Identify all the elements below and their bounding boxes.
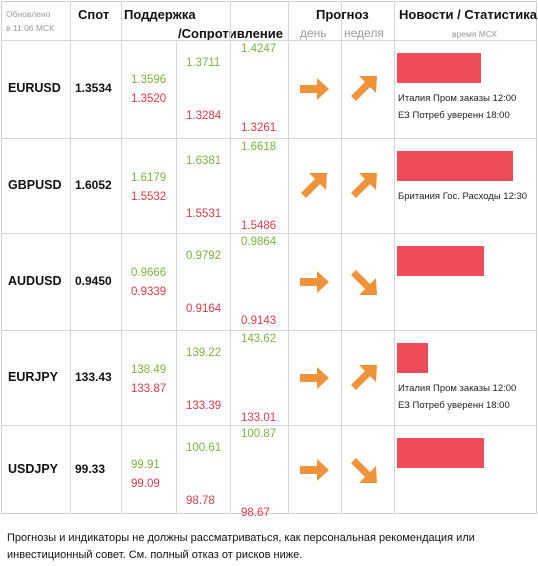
news-impact-bar [397,246,484,276]
day-forecast-right-arrow-icon [297,453,331,487]
updated-time: в 11:06 МСК [6,23,55,33]
resistance-level-2: 1.3284 [186,110,222,122]
forecast-header: Прогноз [316,7,369,22]
spot-price: 0.9450 [75,273,112,288]
support-level-1: 1.6179 [131,172,167,184]
resistance-level-2: 1.5531 [186,208,222,220]
resistance-level-1: 133.87 [131,383,167,395]
week-forecast-up-right-arrow-icon [347,72,381,106]
news-header: Новости / Статистика [399,7,538,22]
resistance-level-1: 1.3520 [131,93,167,105]
week-forecast-down-right-arrow-icon [347,265,381,299]
pair-symbol[interactable]: AUDUSD [8,273,62,288]
news-impact-bar [397,151,513,181]
resistance-level-3: 133.01 [241,412,277,424]
column-divider [176,40,177,514]
support-header: Поддержка [124,7,196,22]
forecast-table [1,1,537,514]
news-item[interactable]: ЕЗ Потреб уверенн 18:00 [398,110,510,121]
resistance-level-1: 1.5532 [131,191,167,203]
day-forecast-right-arrow-icon [297,72,331,106]
pair-symbol[interactable]: EURJPY [8,369,59,384]
week-header: неделя [344,26,384,40]
resistance-level-2: 98.78 [186,495,215,507]
support-level-3: 100.87 [241,428,277,440]
resistance-level-2: 0.9164 [186,303,222,315]
row-divider [1,233,537,234]
column-divider [230,1,231,514]
column-divider [70,1,71,514]
news-item[interactable]: Италия Пром заказы 12:00 [398,93,517,104]
support-level-3: 1.4247 [241,43,277,55]
column-divider [288,1,289,514]
resistance-level-1: 99.09 [131,478,160,490]
news-item[interactable]: Британия Гос. Расходы 12:30 [398,191,528,202]
row-divider [1,40,537,41]
news-impact-bar [397,343,428,373]
resistance-level-3: 0.9143 [241,315,277,327]
resistance-level-3: 1.5486 [241,220,277,232]
support-level-2: 1.3711 [186,57,221,69]
spot-header: Спот [78,7,110,22]
row-divider [1,330,537,331]
support-level-2: 100.61 [186,442,222,454]
support-level-3: 0.9864 [241,236,277,248]
day-header: день [300,26,327,40]
support-level-1: 0.9666 [131,267,167,279]
support-level-2: 1.6381 [186,155,222,167]
support-level-1: 99.91 [131,459,160,471]
day-forecast-right-arrow-icon [297,361,331,395]
spot-price: 99.33 [75,461,106,476]
resistance-level-3: 98.67 [241,507,270,519]
column-divider [394,1,395,514]
day-forecast-up-right-arrow-icon [297,169,331,203]
news-impact-bar [397,53,481,83]
week-forecast-down-right-arrow-icon [347,453,381,487]
row-divider [1,138,537,139]
time-msk-label: время МСК [452,29,497,39]
news-impact-bar [397,438,484,468]
row-divider [1,425,537,426]
support-level-3: 143.62 [241,333,277,345]
spot-price: 1.3534 [75,81,112,95]
updated-label: Обновлено [6,9,51,19]
column-divider [121,1,122,514]
week-forecast-up-right-arrow-icon [347,169,381,203]
news-item[interactable]: ЕЗ Потреб уверенн 18:00 [398,400,510,411]
resistance-level-1: 0.9339 [131,286,167,298]
day-forecast-right-arrow-icon [297,265,331,299]
support-level-2: 0.9792 [186,250,222,262]
news-item[interactable]: Италия Пром заказы 12:00 [398,383,517,394]
week-forecast-up-right-arrow-icon [347,361,381,395]
column-divider [341,1,342,514]
support-level-2: 139.22 [186,347,222,359]
disclaimer: Прогнозы и индикаторы не должны рассматр… [7,532,475,561]
pair-symbol[interactable]: EURUSD [8,81,61,95]
support-level-1: 1.3596 [131,74,167,86]
pair-symbol[interactable]: GBPUSD [8,177,62,192]
resistance-level-2: 133.39 [186,400,222,412]
support-level-1: 138.49 [131,364,167,376]
pair-symbol[interactable]: USDJPY [8,461,59,476]
spot-price: 1.6052 [75,177,112,192]
spot-price: 133.43 [75,369,112,384]
support-level-3: 1.6618 [241,141,277,153]
resistance-level-3: 1.3261 [241,122,277,134]
